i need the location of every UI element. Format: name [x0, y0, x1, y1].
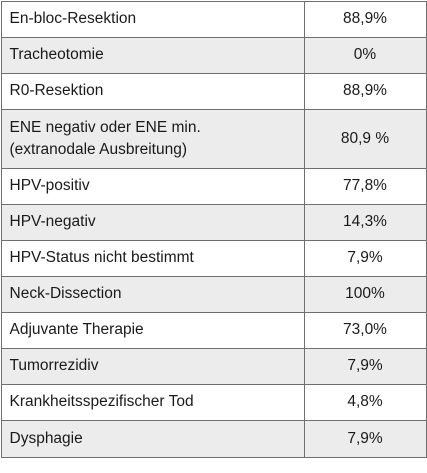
row-label: HPV-negativ — [0, 203, 305, 241]
row-label: Tracheotomie — [0, 36, 305, 74]
row-label: Krankheitsspezifischer Tod — [0, 383, 305, 421]
row-label: Neck-Dissection — [0, 275, 305, 313]
row-label-line-2: (extranodale Ausbreitung) — [9, 140, 188, 158]
row-value: 14,3% — [303, 203, 427, 241]
row-value: 4,8% — [303, 383, 427, 421]
table-row: HPV-positiv 77,8% — [0, 167, 427, 205]
table-row: Krankheitsspezifischer Tod 4,8% — [0, 383, 427, 421]
row-label: Adjuvante Therapie — [0, 311, 305, 349]
row-label: Dysphagie — [0, 419, 305, 458]
row-value: 77,8% — [303, 167, 427, 205]
row-label: En-bloc-Resektion — [0, 0, 305, 38]
row-label-line-1: ENE negativ oder ENE min. — [9, 118, 201, 136]
results-table: En-bloc-Resektion 88,9% Tracheotomie 0% … — [0, 0, 427, 458]
table-row: Dysphagie 7,9% — [0, 419, 427, 458]
row-value: 7,9% — [303, 239, 427, 277]
row-value: 7,9% — [303, 347, 427, 385]
row-value: 88,9% — [303, 72, 427, 110]
row-value: 88,9% — [303, 0, 427, 38]
row-value: 73,0% — [303, 311, 427, 349]
table-row: HPV-negativ 14,3% — [0, 203, 427, 241]
table-row: Tracheotomie 0% — [0, 36, 427, 74]
table-row: R0-Resektion 88,9% — [0, 72, 427, 110]
table-row: Neck-Dissection 100% — [0, 275, 427, 313]
row-label: R0-Resektion — [0, 72, 305, 110]
row-value: 7,9% — [303, 419, 427, 458]
row-value: 100% — [303, 275, 427, 313]
row-value: 80,9 % — [303, 108, 427, 169]
table-row: ENE negativ oder ENE min. (extranodale A… — [0, 108, 427, 169]
row-label: HPV-positiv — [0, 167, 305, 205]
table-row: En-bloc-Resektion 88,9% — [0, 0, 427, 38]
table-row: Tumorrezidiv 7,9% — [0, 347, 427, 385]
row-value: 0% — [303, 36, 427, 74]
table-row: HPV-Status nicht bestimmt 7,9% — [0, 239, 427, 277]
row-label: HPV-Status nicht bestimmt — [0, 239, 305, 277]
table-row: Adjuvante Therapie 73,0% — [0, 311, 427, 349]
row-label: Tumorrezidiv — [0, 347, 305, 385]
row-label: ENE negativ oder ENE min. (extranodale A… — [0, 108, 305, 169]
